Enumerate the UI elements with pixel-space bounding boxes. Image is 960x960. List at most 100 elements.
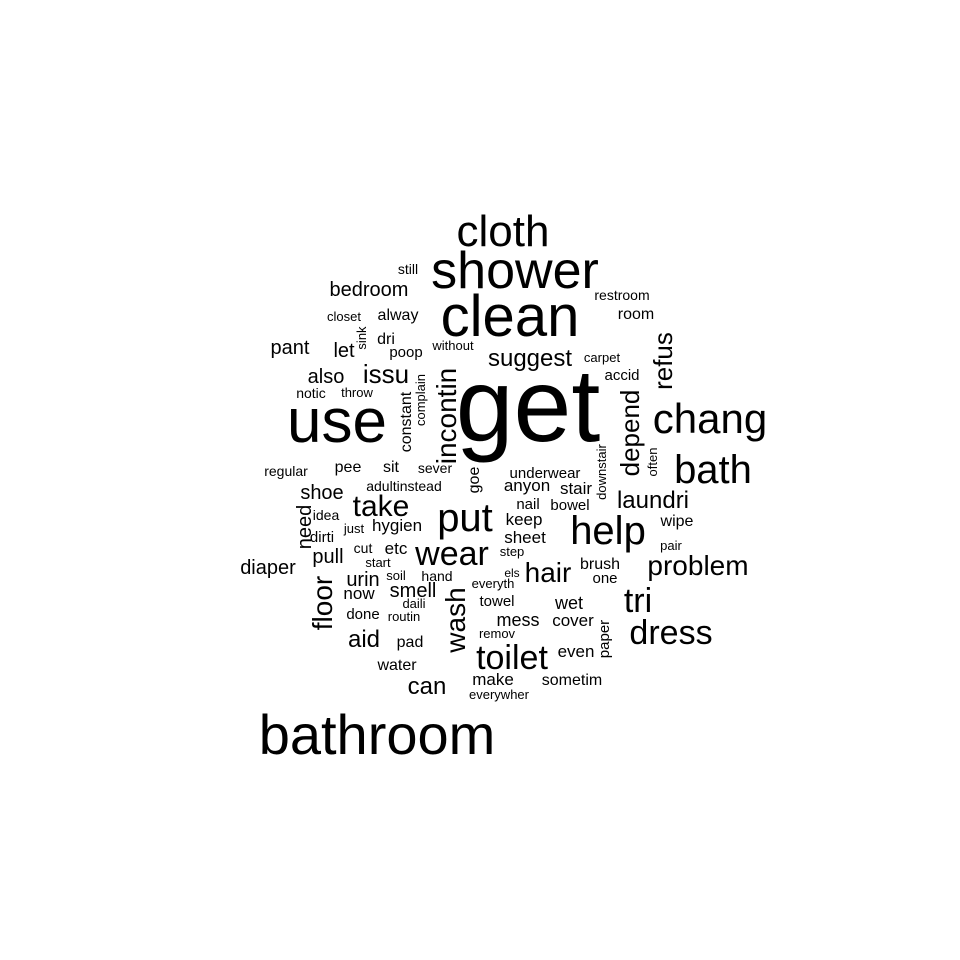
cloud-word-wear: wear: [414, 535, 489, 573]
cloud-word-water: water: [376, 657, 417, 674]
cloud-word-need: need: [294, 505, 316, 550]
cloud-word-depend: depend: [615, 390, 645, 477]
cloud-word-adultinstead: adultinstead: [366, 478, 442, 494]
cloud-word-keep: keep: [506, 510, 543, 529]
cloud-word-cloth: cloth: [457, 207, 550, 256]
cloud-word-cut: cut: [354, 540, 373, 556]
cloud-word-suggest: suggest: [488, 345, 572, 372]
cloud-word-still: still: [398, 261, 418, 277]
cloud-word-toilet: toilet: [476, 639, 548, 677]
cloud-word-floor: floor: [307, 576, 338, 630]
cloud-word-accid: accid: [604, 367, 639, 384]
cloud-word-also: also: [308, 366, 345, 388]
cloud-word-sheet: sheet: [504, 528, 546, 547]
cloud-word-alway: alway: [378, 307, 419, 324]
cloud-word-sink: sink: [354, 326, 369, 350]
cloud-word-bathroom: bathroom: [259, 703, 496, 766]
cloud-word-els: els: [504, 566, 519, 580]
cloud-word-hair: hair: [525, 557, 572, 588]
cloud-word-diaper: diaper: [240, 557, 296, 579]
cloud-word-hygien: hygien: [372, 516, 422, 535]
cloud-word-everyth: everyth: [472, 576, 515, 591]
cloud-word-chang: chang: [653, 395, 767, 442]
cloud-word-carpet: carpet: [584, 350, 621, 365]
cloud-word-let: let: [333, 340, 355, 362]
cloud-word-incontin: incontin: [431, 368, 462, 465]
cloud-word-pull: pull: [312, 546, 343, 568]
cloud-word-pant: pant: [271, 337, 310, 359]
cloud-word-hand: hand: [421, 568, 452, 584]
cloud-word-issu: issu: [363, 359, 409, 389]
cloud-word-nail: nail: [516, 496, 539, 513]
cloud-word-smell: smell: [390, 580, 437, 602]
cloud-word-remov: remov: [479, 626, 516, 641]
cloud-word-shoe: shoe: [300, 482, 343, 504]
cloud-word-constant: constant: [398, 391, 415, 452]
cloud-word-cover: cover: [552, 611, 594, 630]
cloud-word-pair: pair: [660, 538, 682, 553]
cloud-word-daili: daili: [402, 596, 425, 611]
cloud-word-get: get: [456, 348, 601, 464]
cloud-word-bowel: bowel: [550, 497, 589, 514]
cloud-word-idea: idea: [313, 507, 340, 523]
cloud-word-goe: goe: [466, 467, 483, 494]
cloud-word-restroom: restroom: [594, 287, 649, 303]
cloud-word-one: one: [592, 570, 617, 587]
cloud-word-regular: regular: [264, 463, 308, 479]
cloud-word-urin: urin: [346, 569, 379, 591]
cloud-word-without: without: [431, 338, 474, 353]
cloud-word-problem: problem: [647, 550, 748, 581]
cloud-word-dirti: dirti: [310, 529, 334, 546]
cloud-word-aid: aid: [348, 626, 380, 653]
cloud-word-sometim: sometim: [542, 672, 602, 689]
cloud-word-put: put: [437, 496, 493, 540]
cloud-word-stair: stair: [560, 479, 592, 498]
cloud-word-tri: tri: [624, 582, 652, 620]
cloud-word-wash: wash: [440, 587, 471, 653]
cloud-word-just: just: [343, 521, 365, 536]
cloud-word-take: take: [353, 490, 410, 523]
cloud-word-complain: complain: [413, 374, 428, 426]
cloud-word-done: done: [346, 606, 379, 623]
cloud-word-throw: throw: [341, 385, 373, 400]
cloud-word-bedroom: bedroom: [330, 279, 409, 301]
cloud-word-routin: routin: [388, 609, 421, 624]
cloud-word-sit: sit: [383, 459, 400, 476]
cloud-word-bath: bath: [674, 448, 752, 492]
cloud-word-sever: sever: [418, 460, 453, 476]
cloud-word-soil: soil: [386, 568, 406, 583]
cloud-word-etc: etc: [385, 539, 408, 558]
cloud-word-even: even: [558, 642, 595, 661]
cloud-word-often: often: [645, 448, 660, 477]
cloud-word-dri: dri: [377, 331, 395, 348]
cloud-word-help: help: [570, 509, 646, 553]
cloud-word-laundri: laundri: [617, 487, 689, 514]
cloud-word-everywher: everywher: [469, 687, 530, 702]
cloud-word-anyon: anyon: [504, 476, 550, 495]
cloud-word-closet: closet: [327, 309, 361, 324]
cloud-word-make: make: [472, 670, 514, 689]
cloud-word-wet: wet: [554, 593, 583, 613]
cloud-word-paper: paper: [596, 620, 613, 658]
cloud-word-brush: brush: [580, 556, 620, 573]
cloud-word-step: step: [500, 544, 525, 559]
cloud-word-dress: dress: [629, 614, 712, 652]
cloud-word-poop: poop: [389, 344, 422, 361]
cloud-word-now: now: [343, 584, 375, 603]
cloud-word-start: start: [365, 555, 391, 570]
cloud-word-underwear: underwear: [510, 465, 581, 482]
cloud-word-shower: shower: [431, 242, 599, 300]
cloud-word-pee: pee: [335, 459, 362, 476]
cloud-word-use: use: [287, 387, 387, 456]
cloud-word-refus: refus: [648, 332, 678, 390]
cloud-word-towel: towel: [479, 593, 514, 610]
cloud-word-clean: clean: [441, 284, 580, 349]
cloud-word-wipe: wipe: [660, 513, 694, 530]
cloud-word-mess: mess: [496, 610, 539, 630]
cloud-word-downstair: downstair: [594, 444, 609, 500]
cloud-word-can: can: [408, 673, 447, 700]
cloud-word-notic: notic: [296, 385, 326, 401]
cloud-word-room: room: [618, 306, 654, 323]
cloud-word-pad: pad: [397, 634, 424, 651]
